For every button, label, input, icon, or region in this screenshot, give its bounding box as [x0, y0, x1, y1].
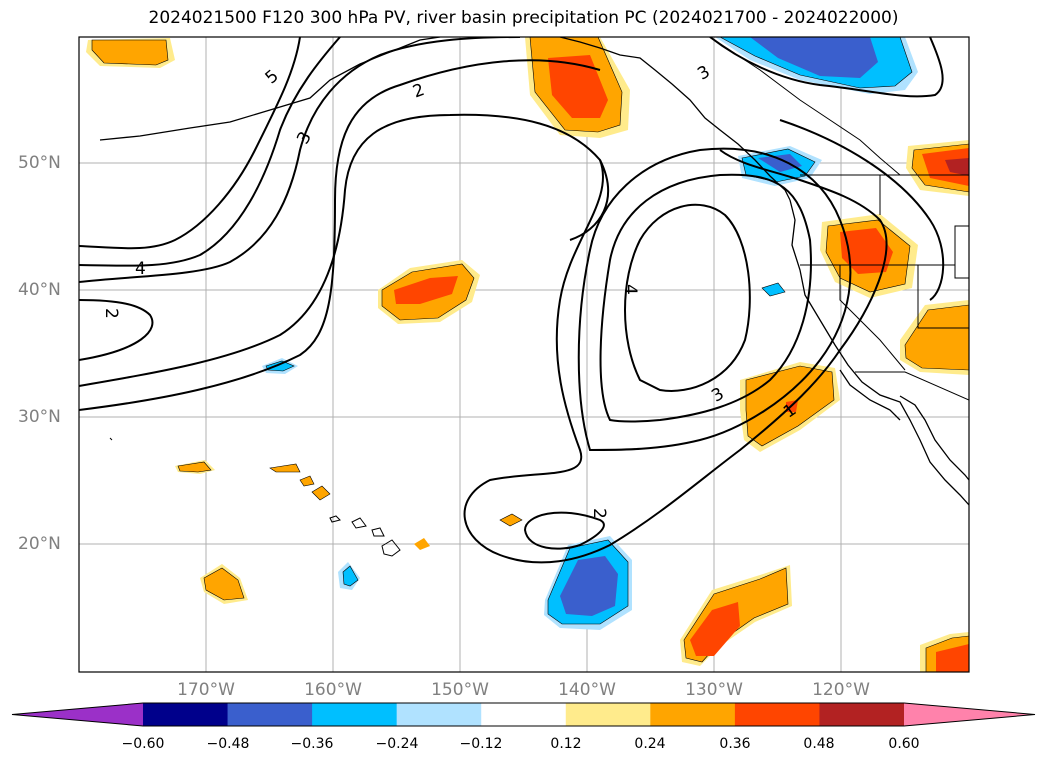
colorbar	[11, 702, 1036, 727]
map-title: 2024021500 F120 300 hPa PV, river basin …	[148, 8, 899, 28]
precip-blob	[761, 282, 786, 297]
lat-label-30n: 30°N	[18, 407, 61, 427]
contour-label: 2	[101, 308, 121, 319]
precip-blob	[922, 148, 969, 186]
lon-label-130w: 130°W	[685, 680, 743, 700]
colorbar-segment	[819, 703, 905, 726]
islands	[109, 437, 401, 557]
colorbar-tick-label: 0.24	[634, 736, 666, 752]
pv-contour	[599, 173, 812, 423]
precip-blob	[945, 158, 969, 176]
lon-label-140w: 140°W	[558, 680, 616, 700]
lon-label-170w: 170°W	[177, 680, 235, 700]
coastline-mexico	[899, 395, 969, 481]
colorbar-extend-min	[12, 703, 143, 726]
colorbar-tick-label: −0.48	[206, 736, 250, 752]
border-state-3	[954, 225, 969, 279]
contour-label: 4	[620, 284, 640, 295]
colorbar-extend-max	[904, 703, 1035, 726]
coastline-alaska-south	[559, 37, 791, 201]
border-alaska	[709, 37, 901, 176]
lat-label-20n: 20°N	[18, 534, 61, 554]
colorbar-tick-label: −0.24	[375, 736, 419, 752]
colorbar-segment	[312, 703, 398, 726]
colorbar-tick-label: −0.60	[121, 736, 165, 752]
colorbar-tick-label: −0.36	[290, 736, 334, 752]
lat-label-40n: 40°N	[18, 280, 61, 300]
lat-label-50n: 50°N	[18, 153, 61, 173]
pv-contour	[79, 59, 601, 411]
precip-blob	[177, 461, 212, 473]
island	[329, 515, 341, 523]
coastline-west-us	[789, 199, 969, 506]
precip-blob	[203, 567, 245, 601]
precip-blob	[91, 39, 169, 66]
map-panel: 5 3 2 4 2 4 3 1 2 3	[79, 37, 969, 672]
precip-blob	[548, 55, 608, 118]
lon-label-150w: 150°W	[431, 680, 489, 700]
pv-contour	[79, 37, 301, 250]
island	[109, 437, 113, 441]
precip-blob	[904, 304, 969, 371]
pv-contour	[463, 149, 888, 564]
colorbar-segment	[565, 703, 651, 726]
contour-label: 4	[135, 259, 146, 279]
pv-contour	[523, 511, 605, 550]
pv-contour	[79, 37, 341, 267]
colorbar-tick-label: 0.36	[719, 736, 751, 752]
precip-blob	[299, 475, 315, 487]
border-us-mexico	[855, 371, 969, 401]
contour-label: 2	[589, 508, 609, 519]
pv-contour	[624, 203, 751, 392]
map-frame	[78, 36, 970, 673]
borders	[709, 37, 969, 401]
colorbar-segment	[227, 703, 313, 726]
colorbar-segment	[143, 703, 229, 726]
precip-blob	[560, 556, 618, 616]
precip-blob	[840, 228, 893, 274]
colorbar-segment	[734, 703, 820, 726]
precip-shading	[86, 37, 969, 672]
precip-blob	[750, 37, 878, 78]
island	[381, 539, 401, 557]
colorbar-outline	[11, 702, 1036, 727]
pv-contours	[79, 37, 945, 564]
colorbar-tick-label: 0.60	[888, 736, 920, 752]
precip-blob	[690, 602, 740, 656]
pv-contour	[577, 147, 852, 452]
precip-blob	[311, 485, 331, 501]
colorbar-segment	[396, 703, 482, 726]
border-state	[917, 265, 969, 329]
pv-contour	[779, 119, 945, 301]
precip-blob	[394, 276, 458, 304]
precip-blob	[414, 538, 430, 550]
precip-blob	[269, 463, 301, 473]
precip-blob	[936, 644, 969, 672]
colorbar-segment	[650, 703, 736, 726]
precip-blob	[499, 513, 523, 527]
island	[351, 517, 367, 529]
pv-contour	[79, 299, 154, 361]
precip-blob	[342, 565, 359, 587]
colorbar-segment	[481, 703, 567, 726]
island	[371, 527, 385, 537]
colorbar-tick-label: 0.48	[803, 736, 835, 752]
precip-blob	[758, 154, 802, 172]
colorbar-tick-label: 0.12	[550, 736, 582, 752]
lon-label-160w: 160°W	[304, 680, 362, 700]
lon-label-120w: 120°W	[812, 680, 870, 700]
pv-contour	[709, 37, 944, 98]
pv-contour	[79, 37, 521, 283]
colorbar-tick-label: −0.12	[459, 736, 503, 752]
coastline-baja	[839, 369, 901, 421]
